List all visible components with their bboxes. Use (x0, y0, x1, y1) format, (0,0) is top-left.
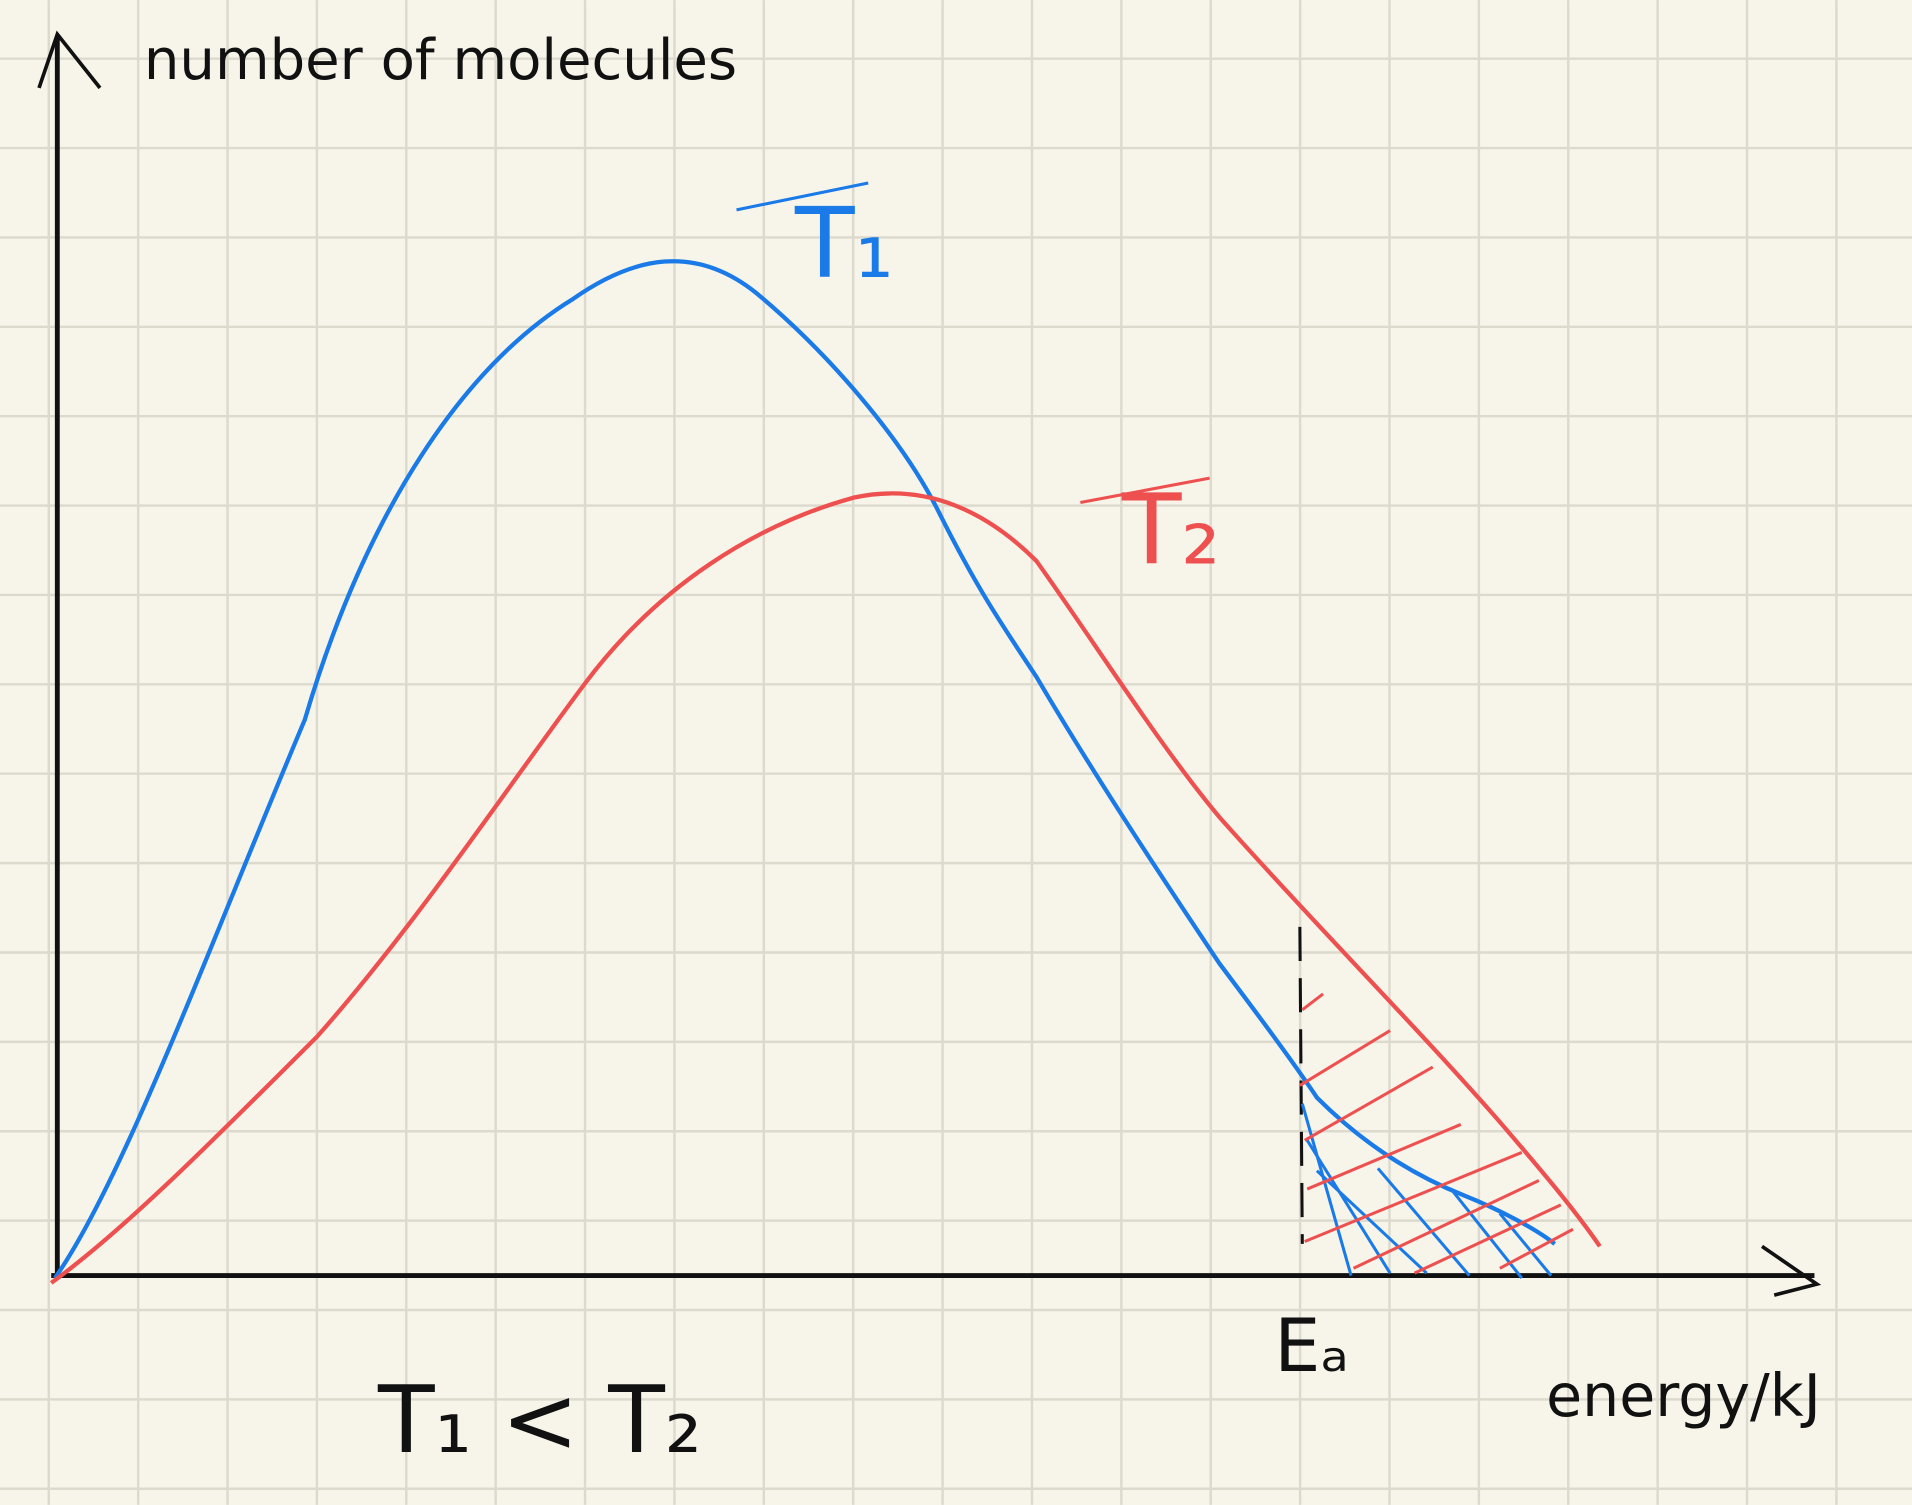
x-axis-arrow (1760, 1244, 1822, 1297)
temperature-note: T₁ < T₂ (377, 1366, 702, 1474)
hatch-t1 (1300, 1103, 1553, 1280)
t1-pointer (736, 181, 869, 212)
t2-pointer (1080, 476, 1210, 505)
hatch-t2 (1299, 992, 1574, 1275)
y-axis-label: number of molecules (144, 28, 737, 93)
y-axis-arrow (37, 30, 102, 90)
t1-label: T₁ (794, 187, 894, 301)
curve-t2 (49, 491, 1602, 1285)
x-axis-label: energy/kJ (1546, 1362, 1821, 1430)
ea-label: Eₐ (1274, 1304, 1349, 1389)
curve-t1 (53, 259, 1557, 1280)
t2-label: T₂ (1121, 474, 1221, 588)
